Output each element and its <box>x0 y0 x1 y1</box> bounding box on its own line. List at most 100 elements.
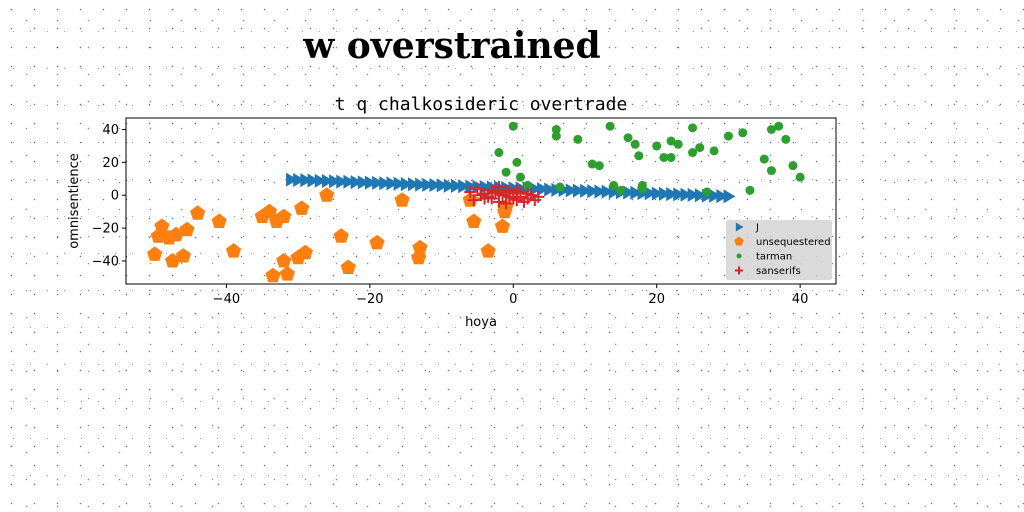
point-unsequestered-31 <box>494 218 511 233</box>
point-unsequestered-16 <box>276 253 292 268</box>
plot-frame <box>125 117 837 285</box>
point-unsequestered-8 <box>190 205 206 220</box>
point-unsequestered-0 <box>147 246 163 261</box>
point-J-7 <box>336 174 349 189</box>
point-J-50 <box>644 186 657 201</box>
point-J-8 <box>343 174 356 189</box>
legend-marker-J <box>735 222 744 232</box>
point-J-0 <box>286 172 298 187</box>
point-J-56 <box>687 187 700 202</box>
point-tarman-23 <box>666 136 676 146</box>
point-J-3 <box>307 173 320 188</box>
point-unsequestered-17 <box>279 266 295 281</box>
point-J-27 <box>479 180 492 195</box>
legend-label-J: J <box>755 223 759 234</box>
x-tick-label-0: −40 <box>213 292 240 307</box>
point-sanserifs-2 <box>471 182 484 195</box>
point-J-39 <box>565 183 578 198</box>
point-tarman-17 <box>634 151 644 161</box>
point-J-44 <box>601 184 614 199</box>
point-tarman-27 <box>695 143 705 153</box>
point-unsequestered-20 <box>297 244 313 260</box>
point-tarman-11 <box>594 161 604 171</box>
x-axis-label: hoya <box>465 315 497 330</box>
point-J-14 <box>386 176 399 191</box>
point-J-12 <box>372 175 385 190</box>
point-tarman-33 <box>759 154 769 164</box>
point-tarman-0 <box>508 121 518 131</box>
point-tarman-12 <box>605 121 615 131</box>
point-unsequestered-27 <box>411 249 427 265</box>
point-unsequestered-10 <box>226 243 242 258</box>
point-tarman-19 <box>637 184 647 194</box>
point-J-55 <box>680 187 693 202</box>
point-J-47 <box>623 185 636 200</box>
legend-marker-unsequestered <box>734 236 744 246</box>
point-J-60 <box>716 189 729 204</box>
point-J-43 <box>594 184 607 199</box>
point-tarman-26 <box>688 123 698 133</box>
point-tarman-35 <box>766 166 776 176</box>
point-J-35 <box>537 182 549 197</box>
point-tarman-20 <box>652 141 662 151</box>
point-unsequestered-29 <box>466 213 482 228</box>
point-tarman-1 <box>512 157 522 167</box>
point-J-2 <box>300 173 313 188</box>
point-tarman-14 <box>616 185 626 195</box>
legend-label-sanserifs: sanserifs <box>756 266 801 277</box>
point-J-52 <box>658 186 671 201</box>
legend-label-unsequestered: unsequestered <box>756 237 831 248</box>
point-J-24 <box>458 179 471 194</box>
point-unsequestered-6 <box>175 248 191 263</box>
point-J-16 <box>400 177 413 192</box>
y-tick-label-3: 20 <box>102 156 119 171</box>
plot-area <box>147 121 805 283</box>
point-J-54 <box>673 187 686 202</box>
y-axis-label: omnisentience <box>67 153 82 249</box>
point-tarman-24 <box>673 139 683 149</box>
point-tarman-6 <box>551 125 561 135</box>
point-tarman-30 <box>723 131 733 141</box>
point-tarman-37 <box>781 134 791 144</box>
point-J-59 <box>709 188 722 203</box>
x-tick-label-1: −20 <box>356 292 383 307</box>
point-unsequestered-4 <box>165 253 181 268</box>
point-J-17 <box>407 177 420 192</box>
point-J-22 <box>443 178 456 193</box>
x-tick-label-4: 40 <box>792 292 809 307</box>
point-unsequestered-25 <box>394 192 410 207</box>
point-tarman-25 <box>688 148 698 158</box>
point-sanserifs-21 <box>514 185 527 198</box>
point-J-34 <box>529 182 542 197</box>
point-tarman-29 <box>709 146 719 156</box>
legend-marker-sanserifs <box>735 266 743 275</box>
point-J-57 <box>694 188 707 203</box>
page-title: w overstrained <box>303 25 601 67</box>
point-J-36 <box>544 182 557 197</box>
y-tick-label-2: 0 <box>111 189 119 204</box>
point-tarman-9 <box>573 134 583 144</box>
point-tarman-28 <box>702 187 712 197</box>
y-tick-label-4: 40 <box>102 123 119 138</box>
point-J-42 <box>587 184 600 199</box>
y-tick-label-0: −40 <box>92 254 119 269</box>
point-J-1 <box>293 172 306 187</box>
point-unsequestered-12 <box>261 203 277 219</box>
point-J-4 <box>314 173 327 188</box>
point-tarman-16 <box>630 139 640 149</box>
x-tick-label-3: 20 <box>648 292 665 307</box>
point-unsequestered-21 <box>319 187 335 202</box>
point-unsequestered-26 <box>412 239 428 255</box>
point-J-19 <box>422 177 435 192</box>
point-tarman-38 <box>788 161 798 171</box>
point-unsequestered-23 <box>340 259 356 274</box>
point-J-26 <box>472 179 485 194</box>
point-tarman-22 <box>666 152 676 162</box>
chart-subtitle: t q chalkosideric overtrade <box>335 94 628 115</box>
point-J-6 <box>329 174 341 189</box>
point-sanserifs-13 <box>500 197 513 210</box>
point-unsequestered-15 <box>276 208 292 224</box>
point-tarman-10 <box>587 159 597 169</box>
